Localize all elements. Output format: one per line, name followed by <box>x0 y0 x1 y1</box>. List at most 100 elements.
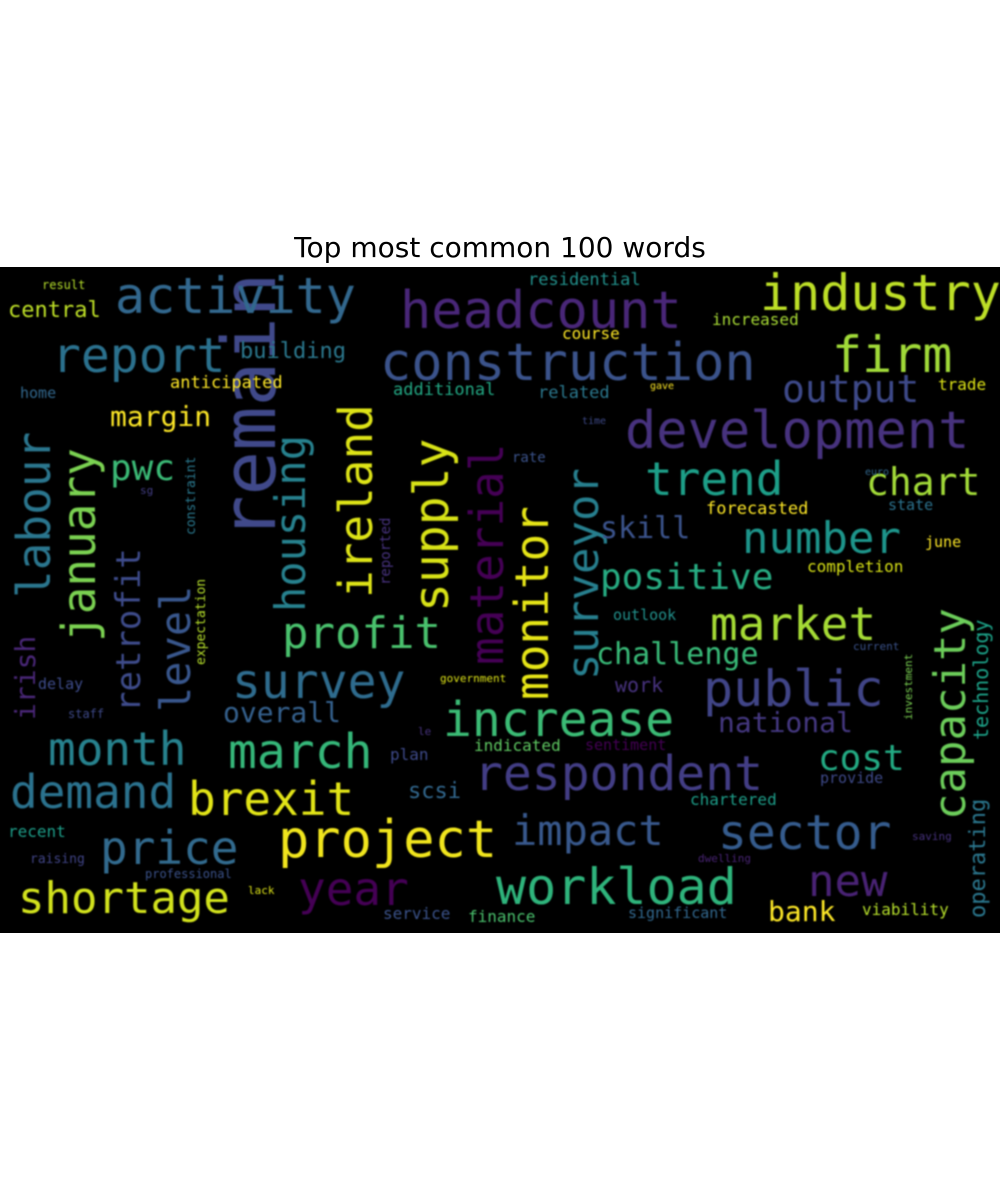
word-course: course <box>562 324 620 343</box>
word-project: project <box>278 810 497 870</box>
word-supply: supply <box>404 439 460 612</box>
word-report: report <box>52 328 225 384</box>
word-le: le <box>418 725 431 738</box>
word-indicated: indicated <box>474 736 561 755</box>
word-market: market <box>710 597 876 651</box>
word-challenge: challenge <box>596 637 759 672</box>
word-construction: construction <box>380 333 756 393</box>
word-professional: professional <box>145 867 232 881</box>
word-price: price <box>100 821 238 875</box>
word-output: output <box>782 367 919 411</box>
word-increase: increase <box>443 692 674 748</box>
word-skill: skill <box>600 511 690 546</box>
word-sector: sector <box>718 805 891 861</box>
word-survey: survey <box>232 654 405 710</box>
word-additional: additional <box>393 380 495 400</box>
word-public: public <box>703 660 884 718</box>
word-forecasted: forecasted <box>706 499 808 519</box>
word-overall: overall <box>223 696 341 729</box>
word-outlook: outlook <box>613 606 676 624</box>
word-material: material <box>460 443 514 665</box>
word-sentiment: sentiment <box>585 736 666 754</box>
word-euro: euro <box>865 467 889 478</box>
word-labour: labour <box>7 432 61 598</box>
word-capacity: capacity <box>925 608 976 820</box>
word-increased: increased <box>712 310 799 329</box>
word-cloud: remain construction headcount development ac… <box>0 267 1000 933</box>
word-residential: residential <box>528 270 641 290</box>
word-building: building <box>240 339 346 364</box>
word-service: service <box>383 904 450 923</box>
word-lack: lack <box>248 884 275 897</box>
word-retrofit: retrofit <box>109 548 149 712</box>
word-dwelling: dwelling <box>698 852 751 865</box>
word-profit: profit <box>282 608 441 659</box>
word-activity: activity <box>115 267 356 325</box>
word-rate: rate <box>512 450 546 466</box>
word-monitor: monitor <box>505 506 559 700</box>
word-trend: trend <box>645 452 783 506</box>
word-bank: bank <box>768 895 836 928</box>
word-firm: firm <box>832 326 952 384</box>
word-reported: reported <box>378 518 394 585</box>
word-new: new <box>808 856 888 907</box>
word-work: work <box>615 673 663 697</box>
word-related: related <box>538 383 610 403</box>
word-development: development <box>625 401 969 461</box>
word-shortage: shortage <box>18 873 230 924</box>
word-scsi: scsi <box>408 779 461 804</box>
word-constraint: constraint <box>184 457 199 535</box>
word-technology: technology <box>969 620 993 740</box>
word-chart: chart <box>866 460 980 504</box>
word-headcount: headcount <box>400 281 682 341</box>
word-respondent: respondent <box>474 746 763 802</box>
word-pwc: pwc <box>110 448 175 489</box>
word-time: time <box>582 416 606 427</box>
word-ireland: ireland <box>329 404 383 598</box>
word-saving: saving <box>912 830 952 843</box>
word-chartered: chartered <box>690 790 777 809</box>
word-month: month <box>48 722 186 776</box>
word-number: number <box>742 513 901 564</box>
word-current: current <box>853 640 899 653</box>
word-home: home <box>20 384 56 402</box>
word-investment: investment <box>902 654 915 720</box>
word-staff: staff <box>68 707 104 721</box>
word-significant: significant <box>628 904 727 922</box>
word-surveyor: surveyor <box>558 468 609 680</box>
word-industry: industry <box>760 267 1000 322</box>
word-january: january <box>52 448 106 642</box>
word-margin: margin <box>110 400 211 433</box>
word-cost: cost <box>818 738 905 779</box>
word-march: march <box>228 724 373 780</box>
word-remain: remain <box>207 273 293 540</box>
word-recent: recent <box>8 822 66 841</box>
word-finance: finance <box>468 907 535 926</box>
word-year: year <box>298 862 409 916</box>
word-plan: plan <box>390 745 429 764</box>
word-national: national <box>718 706 853 739</box>
word-trade: trade <box>938 375 986 394</box>
word-workload: workload <box>496 858 737 916</box>
word-irish: irish <box>9 636 42 720</box>
word-viability: viability <box>862 900 949 919</box>
word-gave: gave <box>650 381 674 392</box>
word-result: result <box>42 278 85 292</box>
word-housing: housing <box>266 435 315 612</box>
word-government: government <box>440 672 506 685</box>
word-provide: provide <box>820 769 883 787</box>
word-completion: completion <box>807 557 903 576</box>
word-level: level <box>151 586 200 712</box>
word-delay: delay <box>38 675 83 693</box>
word-expectation: expectation <box>194 579 209 665</box>
word-raising: raising <box>30 852 85 867</box>
word-positive: positive <box>600 557 773 598</box>
word-june: june <box>925 533 961 551</box>
chart-title: Top most common 100 words <box>294 231 706 264</box>
word-anticipated: anticipated <box>170 373 283 393</box>
word-brexit: brexit <box>188 772 354 826</box>
word-state: state <box>888 496 933 514</box>
word-operating: operating <box>966 799 991 918</box>
word-sg: sg <box>140 484 153 497</box>
